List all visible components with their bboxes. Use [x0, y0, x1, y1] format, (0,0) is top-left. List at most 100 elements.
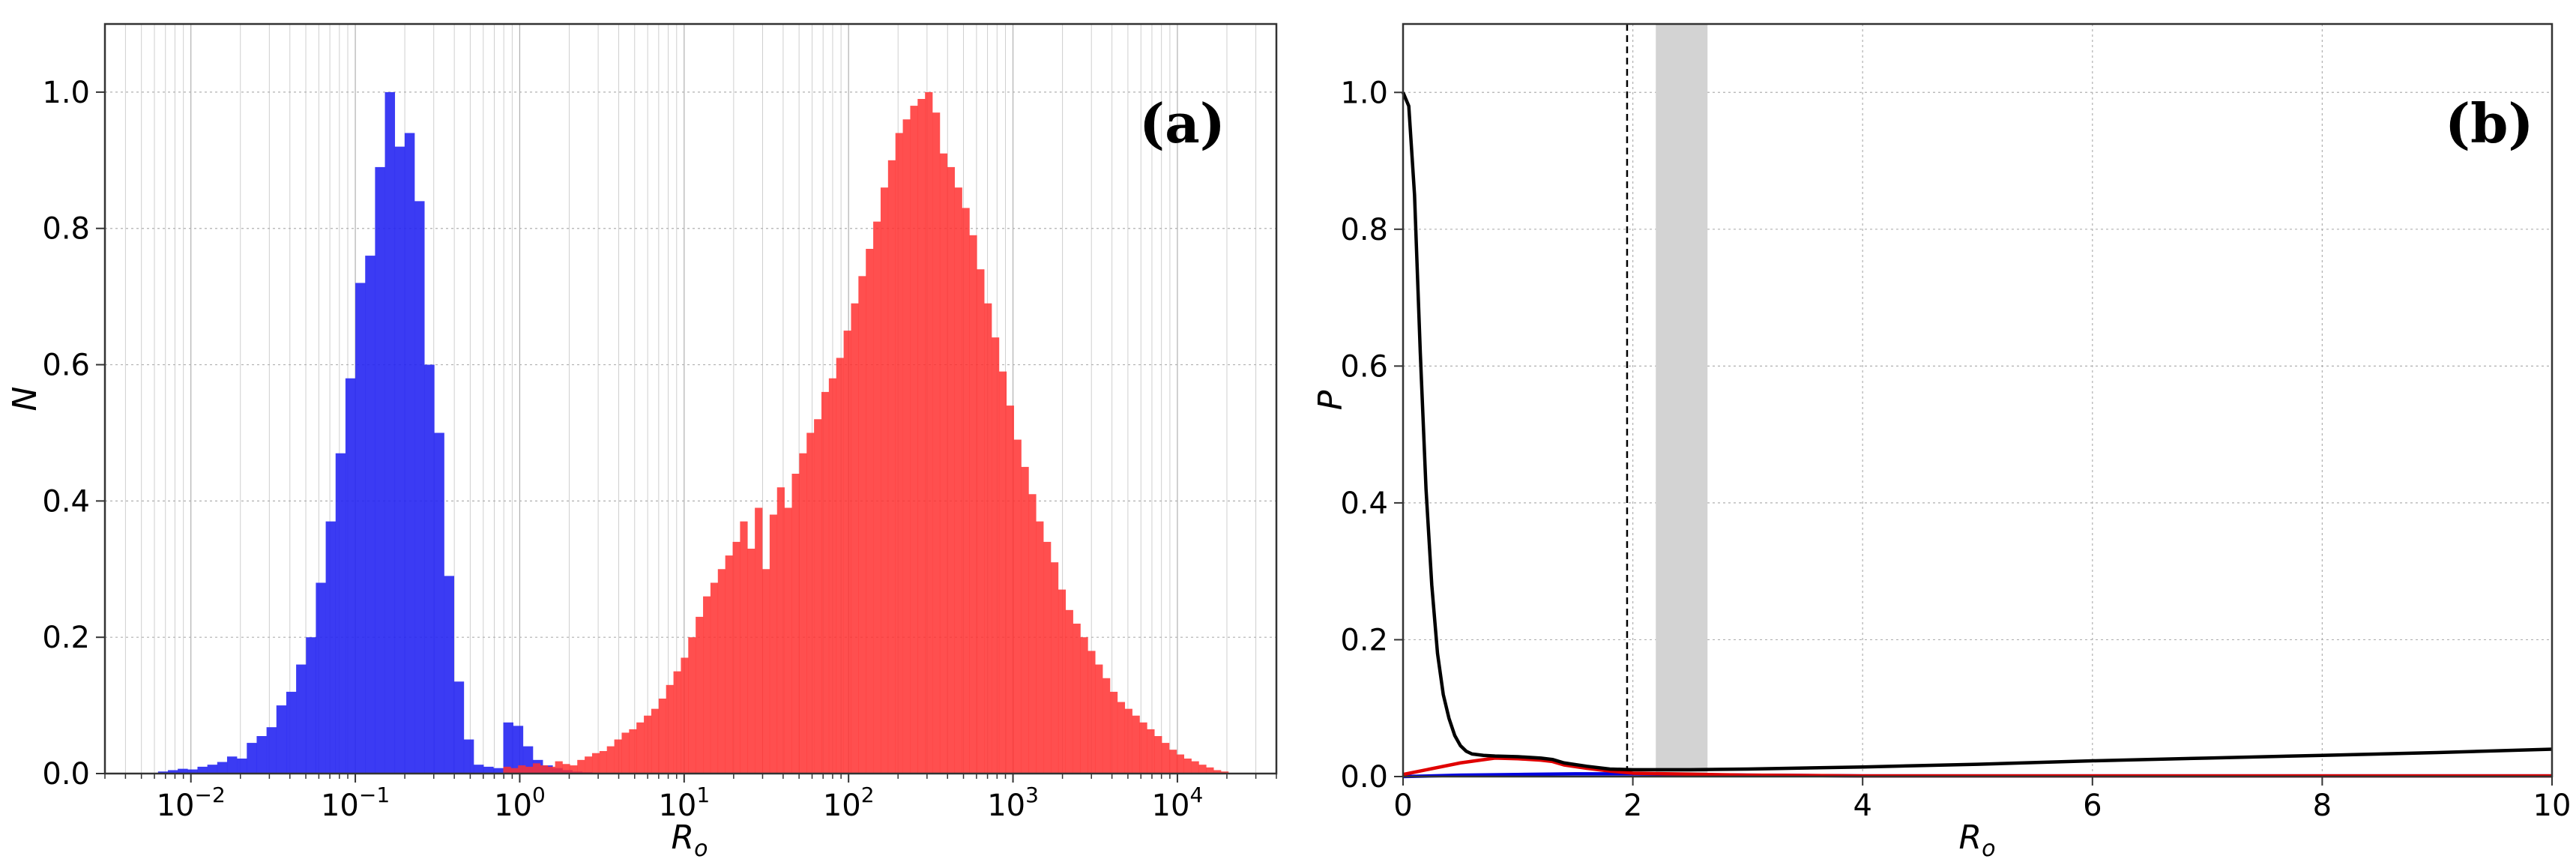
histogram-bar — [1183, 759, 1192, 774]
y-tick-label: 1.0 — [1340, 76, 1388, 110]
x-tick-label: 6 — [2083, 789, 2102, 823]
histogram-bar — [365, 256, 375, 774]
panel-b-frame — [1402, 22, 2554, 778]
histogram-bar — [1162, 743, 1170, 774]
histogram-bar — [1095, 664, 1103, 774]
histogram-bar — [710, 582, 719, 774]
histogram-bar — [696, 616, 704, 774]
histogram-bar — [681, 657, 689, 774]
histogram-bar — [585, 756, 593, 774]
histogram-bar — [237, 759, 247, 774]
y-tick-label: 0.6 — [42, 349, 90, 383]
x-tick-label: 101 — [658, 783, 710, 823]
histogram-bar — [621, 732, 630, 774]
histogram-bar — [540, 765, 549, 774]
x-tick-label: 10−1 — [321, 783, 390, 823]
histogram-bar — [1191, 761, 1199, 774]
y-tick-label: 0.2 — [1340, 623, 1388, 657]
histogram-bar — [954, 187, 962, 774]
histogram-bar — [769, 514, 778, 774]
histogram-bar — [217, 762, 228, 774]
histogram-bar — [463, 739, 474, 774]
histogram-bar — [178, 768, 188, 774]
x-tick-label: 10−2 — [157, 783, 226, 823]
histogram-bar — [858, 276, 866, 774]
histogram-bar — [866, 249, 874, 774]
histogram-bar — [599, 751, 608, 774]
histogram-bar — [1176, 754, 1185, 774]
histogram-bar — [518, 765, 526, 774]
y-tick-label: 0.4 — [1340, 486, 1388, 521]
histogram-bar — [843, 331, 851, 774]
histogram-bar — [828, 378, 837, 774]
histogram-bar — [345, 378, 356, 774]
histogram-bar — [1073, 624, 1081, 774]
histogram-bar — [207, 765, 218, 774]
histogram-bar — [503, 766, 511, 774]
histogram-bar — [1124, 708, 1132, 774]
histogram-bar — [187, 769, 198, 774]
histogram-bar — [917, 99, 926, 774]
y-tick-label: 0.0 — [42, 757, 90, 792]
histogram-bar — [513, 726, 524, 774]
panel-a-y-ticks: 0.0 0.2 0.4 0.6 0.8 1.0 — [42, 76, 105, 792]
histogram-bar — [732, 541, 740, 774]
histogram-bar — [887, 160, 896, 774]
x-tick-label: 4 — [1853, 789, 1871, 823]
histogram-bar — [1051, 562, 1059, 774]
x-tick-label: 10 — [2533, 789, 2572, 823]
histogram-bar — [570, 765, 578, 774]
histogram-bar — [755, 507, 763, 774]
panel-a-histogram-1 — [157, 91, 593, 774]
histogram-bar — [762, 569, 770, 774]
histogram-bar — [1109, 691, 1118, 774]
x-tick-label: 103 — [987, 783, 1039, 823]
histogram-bar — [902, 119, 911, 774]
histogram-bar — [962, 208, 970, 774]
histogram-bar — [658, 699, 666, 774]
panel-a-frame — [103, 22, 1278, 775]
histogram-bar — [821, 391, 830, 774]
histogram-bar — [606, 746, 615, 774]
histogram-bar — [335, 453, 346, 774]
histogram-bar — [1206, 767, 1214, 774]
histogram-bar — [895, 133, 903, 774]
histogram-bar — [325, 521, 337, 774]
histogram-bar — [226, 756, 238, 774]
panel-a-x-axis-label: Ro — [672, 819, 708, 862]
panel-b-x-axis-label: Ro — [1959, 819, 1996, 862]
histogram-bar — [510, 768, 519, 774]
histogram-bar — [1058, 589, 1067, 774]
histogram-bar — [925, 91, 933, 774]
histogram-bar — [717, 569, 726, 774]
histogram-bar — [791, 474, 800, 774]
histogram-bar — [1043, 541, 1052, 774]
histogram-bar — [1213, 770, 1222, 774]
histogram-bar — [747, 549, 755, 774]
histogram-bar — [157, 771, 169, 774]
x-tick-label: 2 — [1623, 789, 1642, 823]
histogram-bar — [688, 637, 696, 774]
histogram-bar — [1154, 736, 1162, 774]
histogram-bar — [1139, 722, 1147, 774]
y-tick-label: 0.2 — [42, 621, 90, 655]
histogram-bar — [666, 684, 674, 774]
histogram-bar — [910, 106, 918, 774]
histogram-bar — [984, 303, 992, 774]
histogram-bar — [1088, 651, 1096, 774]
histogram-bar — [629, 729, 637, 774]
panel-b-y-axis-label: P — [1312, 390, 1350, 410]
x-tick-label: 102 — [823, 783, 875, 823]
histogram-bar — [453, 681, 465, 774]
histogram-bar — [483, 766, 494, 774]
panel-a-x-ticks: 10−2 10−1 100 101 102 103 104 — [104, 774, 1277, 823]
histogram-bar — [577, 759, 585, 774]
histogram-bar — [247, 743, 257, 774]
histogram-bar — [947, 166, 955, 774]
histogram-bar — [703, 596, 711, 774]
histogram-bar — [167, 770, 178, 774]
histogram-bar — [444, 576, 454, 774]
histogram-bar — [1132, 715, 1140, 774]
histogram-bar — [591, 753, 600, 774]
histogram-bar — [725, 555, 733, 774]
